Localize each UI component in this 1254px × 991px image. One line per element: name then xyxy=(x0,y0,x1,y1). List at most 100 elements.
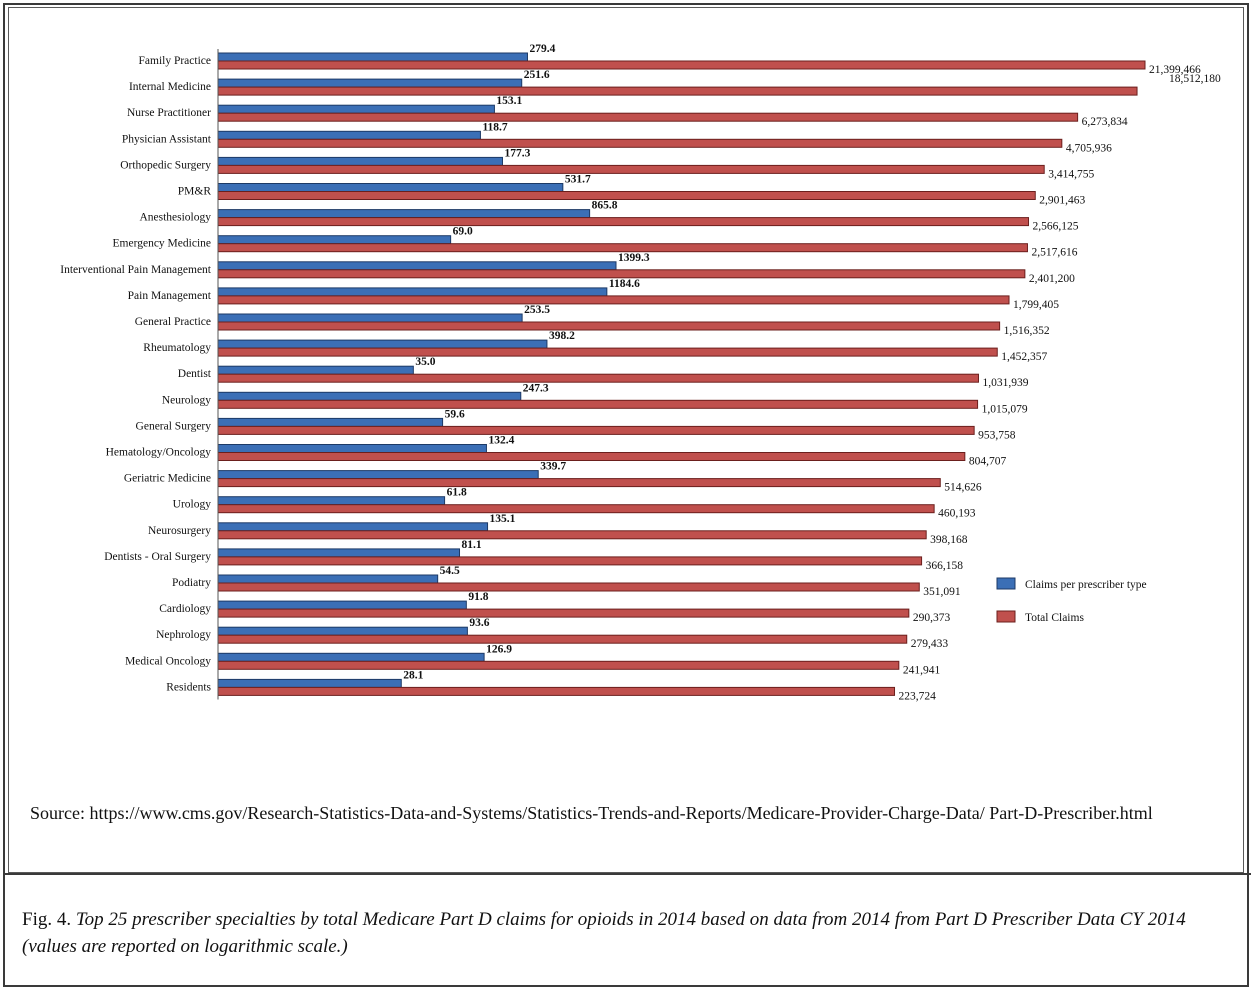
data-label-claims-per-prescriber: 118.7 xyxy=(482,121,507,133)
bar-total-claims xyxy=(217,556,923,566)
data-label-total-claims: 1,031,939 xyxy=(982,377,1028,389)
data-label-total-claims: 1,799,405 xyxy=(1013,299,1059,311)
data-label-claims-per-prescriber: 54.5 xyxy=(440,565,460,577)
bar-total-claims xyxy=(217,269,1026,279)
bar-claims-per-prescriber xyxy=(217,313,523,323)
data-label-claims-per-prescriber: 531.7 xyxy=(565,174,591,186)
category-label: General Practice xyxy=(135,316,211,328)
bar-total-claims xyxy=(217,660,900,670)
bar-total-claims xyxy=(217,452,966,461)
data-label-total-claims: 1,516,352 xyxy=(1004,325,1050,337)
category-label: Nephrology xyxy=(156,629,211,641)
data-label-claims-per-prescriber: 339.7 xyxy=(540,461,566,473)
data-label-total-claims: 2,517,616 xyxy=(1031,247,1077,259)
bar-claims-per-prescriber xyxy=(217,548,461,558)
data-label-total-claims: 18,512,180 xyxy=(1169,73,1221,85)
bar-claims-per-prescriber xyxy=(217,417,444,427)
category-label: Dentist xyxy=(178,368,212,380)
category-label: Anesthesiology xyxy=(139,212,211,224)
bar-total-claims xyxy=(217,295,1010,305)
category-label: Podiatry xyxy=(172,577,211,589)
category-label: Interventional Pain Management xyxy=(60,264,212,276)
bar-total-claims xyxy=(217,191,1036,200)
category-label: Neurology xyxy=(162,394,211,406)
category-label: General Surgery xyxy=(136,420,212,432)
bar-claims-per-prescriber xyxy=(217,652,485,662)
bar-total-claims xyxy=(217,347,998,357)
data-label-total-claims: 241,941 xyxy=(903,664,941,676)
bar-total-claims xyxy=(217,112,1079,122)
data-label-total-claims: 2,901,463 xyxy=(1039,195,1085,207)
bar-total-claims xyxy=(217,478,941,488)
bar-claims-per-prescriber xyxy=(217,496,446,506)
data-label-claims-per-prescriber: 93.6 xyxy=(469,617,489,629)
data-label-claims-per-prescriber: 153.1 xyxy=(496,95,522,107)
legend-label: Claims per prescriber type xyxy=(1025,579,1147,591)
category-label: Geriatric Medicine xyxy=(124,473,211,485)
data-label-claims-per-prescriber: 247.3 xyxy=(523,382,549,394)
bar-claims-per-prescriber xyxy=(217,156,503,166)
source-note: Source: https://www.cms.gov/Research-Sta… xyxy=(30,803,1153,823)
category-label: Rheumatology xyxy=(143,342,211,354)
category-label: Urology xyxy=(173,499,212,511)
bar-total-claims xyxy=(217,217,1030,227)
category-label: Emergency Medicine xyxy=(113,238,211,250)
data-label-total-claims: 21,399,466 xyxy=(1149,64,1201,76)
data-label-total-claims: 804,707 xyxy=(969,456,1007,468)
bar-claims-per-prescriber xyxy=(217,104,495,114)
category-label: Orthopedic Surgery xyxy=(120,159,211,171)
category-label: Cardiology xyxy=(159,603,211,615)
data-label-claims-per-prescriber: 28.1 xyxy=(403,669,423,681)
bar-claims-per-prescriber xyxy=(217,678,402,688)
data-label-claims-per-prescriber: 1399.3 xyxy=(618,252,650,264)
data-label-total-claims: 514,626 xyxy=(944,482,982,494)
category-label: Medical Oncology xyxy=(125,655,211,667)
category-label: Dentists - Oral Surgery xyxy=(104,551,211,563)
bar-total-claims xyxy=(217,582,920,592)
data-label-claims-per-prescriber: 177.3 xyxy=(504,147,530,159)
category-label: Neurosurgery xyxy=(148,525,211,537)
bar-claims-per-prescriber xyxy=(217,52,528,62)
bar-claims-per-prescriber xyxy=(217,600,467,610)
data-label-total-claims: 351,091 xyxy=(923,586,961,598)
bar-total-claims xyxy=(217,243,1028,253)
data-label-claims-per-prescriber: 61.8 xyxy=(447,487,467,499)
data-label-total-claims: 223,724 xyxy=(899,690,937,702)
data-label-total-claims: 290,373 xyxy=(913,612,951,624)
category-label: Pain Management xyxy=(128,290,212,302)
category-label: Nurse Practitioner xyxy=(127,107,211,119)
bar-total-claims xyxy=(217,86,1138,96)
data-label-total-claims: 2,401,200 xyxy=(1029,273,1075,285)
bar-total-claims xyxy=(217,530,927,540)
data-label-total-claims: 1,015,079 xyxy=(982,403,1028,415)
bar-claims-per-prescriber xyxy=(217,287,608,297)
bar-claims-per-prescriber xyxy=(217,444,487,453)
legend-label: Total Claims xyxy=(1025,612,1084,624)
data-label-claims-per-prescriber: 132.4 xyxy=(488,435,514,447)
bar-total-claims xyxy=(217,425,975,435)
data-label-claims-per-prescriber: 126.9 xyxy=(486,643,512,655)
bar-total-claims xyxy=(217,399,979,409)
data-label-total-claims: 366,158 xyxy=(926,560,964,572)
bar-claims-per-prescriber xyxy=(217,78,523,88)
bar-claims-per-prescriber xyxy=(217,522,489,532)
bar-claims-per-prescriber xyxy=(217,130,481,140)
category-label: Residents xyxy=(166,681,211,693)
bar-total-claims xyxy=(217,504,935,514)
bar-claims-per-prescriber xyxy=(217,365,414,375)
bar-total-claims xyxy=(217,60,1146,70)
legend-swatch xyxy=(996,577,1016,590)
data-label-total-claims: 3,414,755 xyxy=(1048,168,1094,180)
bar-claims-per-prescriber xyxy=(217,470,539,480)
bar-claims-per-prescriber xyxy=(217,261,617,271)
data-label-total-claims: 398,168 xyxy=(930,534,968,546)
bar-claims-per-prescriber xyxy=(217,235,452,245)
figure-caption: Fig. 4. Top 25 prescriber specialties by… xyxy=(22,906,1222,960)
bar-claims-per-prescriber xyxy=(217,339,548,349)
figure-label: Fig. 4. xyxy=(22,909,72,930)
data-label-claims-per-prescriber: 865.8 xyxy=(592,200,618,212)
data-label-claims-per-prescriber: 398.2 xyxy=(549,330,575,342)
bar-total-claims xyxy=(217,138,1063,148)
data-label-total-claims: 279,433 xyxy=(911,638,949,650)
category-label: Family Practice xyxy=(139,55,212,67)
